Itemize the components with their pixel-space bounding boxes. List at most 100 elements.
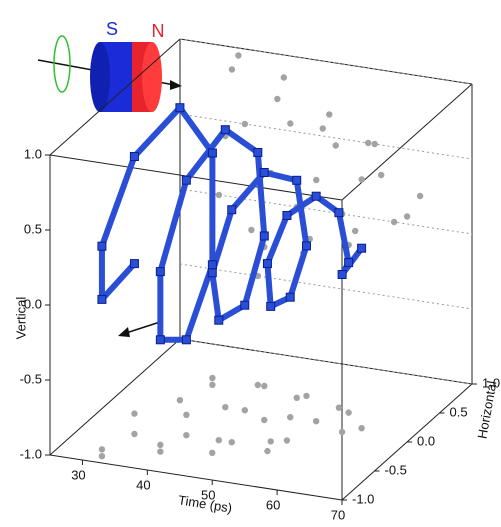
- x-tick-label: 60: [266, 497, 280, 512]
- trajectory-point: [227, 205, 237, 215]
- box-edge: [49, 38, 181, 156]
- trajectory-point: [175, 103, 185, 113]
- floor-projection: [183, 411, 190, 418]
- magnet-icon: S N: [37, 19, 182, 112]
- motion-arrow: [118, 321, 161, 337]
- grid-line: [179, 188, 473, 235]
- wall-projection: [228, 66, 236, 73]
- floor-projection: [261, 382, 268, 390]
- magnet-face: [90, 42, 110, 112]
- floor-projection: [261, 416, 268, 424]
- wall-projection: [352, 227, 359, 235]
- trajectory-point: [282, 211, 292, 220]
- floor-projection: [283, 437, 291, 444]
- wall-projection: [287, 120, 294, 127]
- y-tick-label: -0.5: [385, 462, 407, 477]
- wall-projection: [377, 171, 385, 179]
- trajectory-point: [301, 241, 311, 251]
- z-tick-label: 1.0: [24, 146, 42, 161]
- trajectory-point: [220, 125, 230, 135]
- trajectory-point: [292, 175, 302, 185]
- trajectory-point: [262, 259, 272, 269]
- trajectory-point: [181, 175, 191, 185]
- trajectory-point: [337, 270, 347, 279]
- floor-projection: [176, 397, 184, 404]
- trajectory-point: [155, 267, 165, 277]
- floor-projection: [228, 439, 235, 446]
- wall-projection: [235, 52, 242, 59]
- z-tick-label: -1.0: [20, 446, 42, 461]
- grid-line: [179, 338, 473, 385]
- floor-projection: [209, 374, 216, 382]
- floor-projection: [209, 381, 216, 388]
- trajectory: [98, 104, 364, 343]
- floor-projection: [254, 381, 262, 389]
- wall-projection: [358, 176, 365, 183]
- trajectory-point: [181, 335, 191, 345]
- floor-projection: [131, 410, 138, 417]
- wall-projection: [371, 140, 378, 148]
- wall-projection: [274, 95, 281, 103]
- floor-projection: [267, 438, 274, 445]
- floor-projection: [241, 407, 248, 414]
- floor-projection: [312, 418, 320, 425]
- trajectory-point: [129, 152, 139, 161]
- grid-line: [179, 38, 473, 85]
- wall-projection: [326, 111, 333, 118]
- trajectory-point: [240, 300, 250, 310]
- trajectory-point: [155, 335, 165, 345]
- trajectory-point: [253, 148, 263, 157]
- floor-projection: [303, 392, 310, 400]
- wall-projection: [403, 213, 411, 220]
- box-edge: [49, 338, 181, 456]
- trajectory-point: [207, 268, 217, 278]
- x-tick-label: 70: [331, 507, 345, 522]
- trajectory-point: [311, 191, 321, 201]
- floor-projection: [338, 428, 346, 436]
- grid-line: [179, 113, 473, 160]
- magnet-end: [142, 42, 162, 112]
- floor-projection: [183, 432, 190, 439]
- wall-projection: [332, 142, 339, 149]
- floor-projection: [335, 404, 343, 411]
- trajectory-point: [129, 259, 139, 269]
- floor-projection: [215, 437, 222, 444]
- wall-projection: [280, 74, 288, 81]
- x-tick-label: 40: [136, 477, 150, 492]
- wall-projection: [248, 226, 255, 234]
- trajectory-point: [285, 292, 295, 302]
- x-tick-label: 30: [71, 467, 85, 482]
- south-label: S: [106, 19, 118, 39]
- trajectory-point: [357, 243, 367, 253]
- box-edge: [49, 454, 343, 501]
- floor-projection: [131, 430, 138, 438]
- floor-projection: [287, 414, 294, 421]
- wall-projection: [390, 218, 398, 226]
- wall-projection: [241, 120, 249, 128]
- trajectory-point: [214, 315, 224, 325]
- north-label: N: [152, 21, 165, 41]
- trajectory-point: [266, 301, 276, 311]
- grid-line: [179, 263, 473, 310]
- y-tick-label: 0.5: [450, 404, 468, 419]
- trajectory-point: [344, 258, 354, 268]
- floor-projection: [98, 453, 106, 460]
- floor-projection: [293, 394, 300, 401]
- wall-projection: [215, 191, 223, 199]
- box-edge: [49, 154, 343, 201]
- floor-projection: [264, 447, 271, 455]
- y-tick-label: 1.0: [482, 375, 500, 390]
- trajectory-point: [259, 168, 269, 177]
- arrow-head: [170, 80, 182, 90]
- floor-projection: [98, 446, 106, 453]
- precession-ring: [53, 35, 71, 93]
- wall-projection: [319, 125, 326, 132]
- trajectory-point: [259, 231, 269, 241]
- z-tick-label: 0.5: [24, 221, 42, 236]
- trajectory-point: [334, 208, 344, 218]
- x-tick-label: 50: [201, 487, 215, 502]
- y-tick-label: -1.0: [352, 491, 374, 506]
- trajectory-point: [207, 260, 217, 270]
- floor-projection: [222, 404, 229, 411]
